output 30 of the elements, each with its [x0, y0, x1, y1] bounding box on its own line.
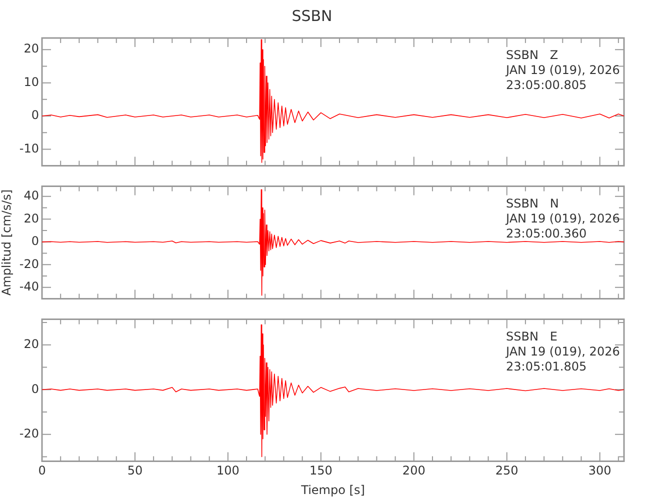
y-tick-label: 0 — [31, 382, 39, 396]
y-tick-label: 0 — [31, 108, 39, 122]
x-tick-label: 300 — [588, 464, 612, 478]
y-tick-label: 10 — [24, 74, 39, 89]
annotation: JAN 19 (019), 2026 — [505, 344, 620, 358]
x-tick-label: 100 — [216, 464, 240, 478]
y-tick-label: 20 — [24, 42, 39, 56]
y-tick-label: 40 — [24, 188, 39, 203]
y-tick-label: 20 — [24, 211, 39, 226]
annotation: SSBN N — [506, 196, 559, 210]
annotation: 23:05:00.360 — [506, 226, 587, 240]
y-tick-label: 20 — [24, 337, 39, 352]
x-tick-label: 50 — [127, 464, 143, 478]
annotation: 23:05:01.805 — [506, 359, 587, 374]
y-tick-label: -10 — [19, 141, 39, 156]
y-tick-label: 0 — [31, 234, 39, 248]
annotation: SSBN Z — [506, 48, 558, 62]
y-tick-label: -20 — [19, 426, 39, 440]
annotation: JAN 19 (019), 2026 — [505, 211, 620, 226]
y-tick-label: -40 — [19, 280, 39, 294]
chart-title: SSBN — [292, 6, 332, 25]
x-axis-title: Tiempo [s] — [300, 482, 365, 497]
annotation: SSBN E — [506, 329, 558, 344]
x-tick-label: 200 — [402, 464, 426, 478]
x-tick-label: 250 — [495, 464, 518, 478]
x-tick-label: 150 — [309, 464, 332, 478]
annotation: 23:05:00.805 — [506, 78, 587, 92]
y-axis-title: Amplitud [cm/s/s] — [0, 189, 14, 296]
y-tick-label: -20 — [19, 256, 39, 271]
annotation: JAN 19 (019), 2026 — [505, 63, 620, 78]
